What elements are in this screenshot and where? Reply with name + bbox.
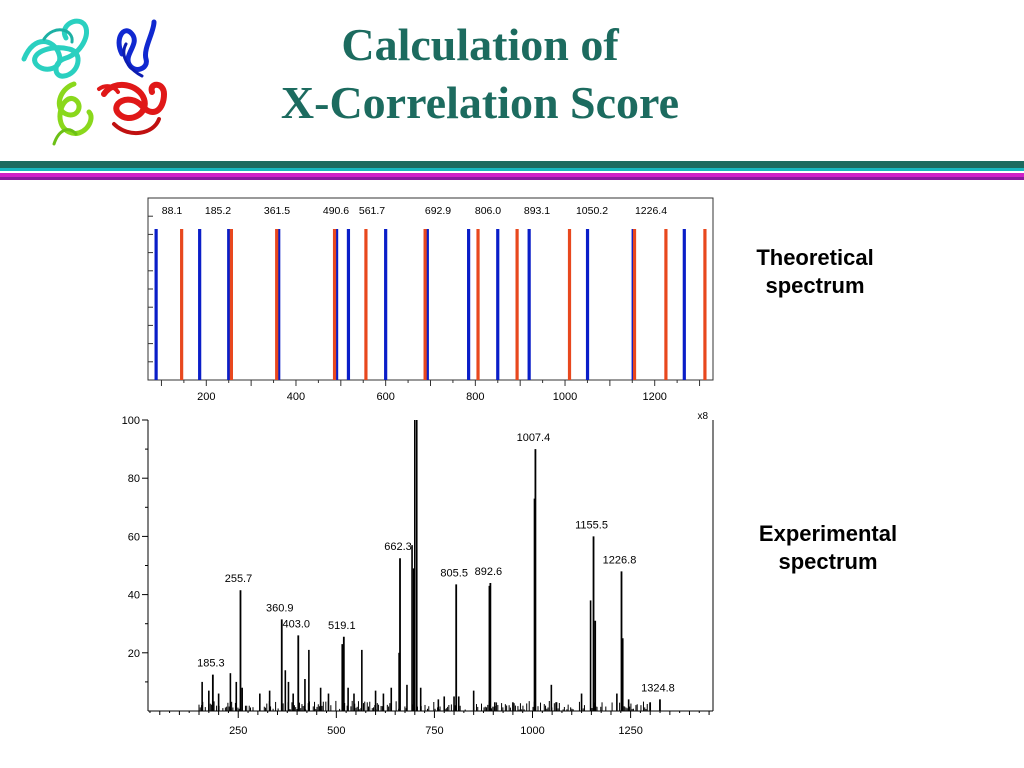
theoretical-y-ion-bar bbox=[664, 229, 668, 380]
theoretical-b-ion-bar bbox=[384, 229, 388, 380]
experimental-x-tick-label: 250 bbox=[229, 725, 247, 737]
theoretical-mass-annotation: 692.9 bbox=[425, 205, 451, 217]
header-rule-magenta bbox=[0, 173, 1024, 177]
theoretical-b-ion-bar bbox=[335, 229, 339, 380]
theoretical-mass-annotation: 490.6 bbox=[323, 205, 349, 217]
experimental-peak-label: 360.9 bbox=[266, 602, 294, 614]
theoretical-spectrum-label: Theoretical spectrum bbox=[730, 244, 900, 300]
theoretical-mass-annotation: 1226.4 bbox=[635, 205, 667, 217]
experimental-x-tick-label: 750 bbox=[425, 725, 443, 737]
header-rule-purple bbox=[0, 177, 1024, 180]
theoretical-mass-annotation: 561.7 bbox=[359, 205, 385, 217]
theoretical-y-ion-bar bbox=[567, 229, 572, 380]
theoretical-x-tick-label: 600 bbox=[376, 391, 394, 403]
theoretical-frame bbox=[147, 197, 714, 381]
theoretical-b-ion-bar bbox=[277, 229, 281, 380]
experimental-peak-label: 1155.5 bbox=[575, 519, 608, 531]
theoretical-b-ion-bar bbox=[585, 229, 590, 380]
experimental-x-tick-label: 500 bbox=[327, 725, 345, 737]
theoretical-y-ion-bar bbox=[180, 229, 184, 380]
experimental-label-line-2: spectrum bbox=[778, 549, 878, 574]
theoretical-label-line-1: Theoretical bbox=[756, 245, 874, 270]
theoretical-y-ion-bar bbox=[515, 229, 519, 380]
experimental-peak-label: 519.1 bbox=[328, 620, 356, 632]
title-line-1: Calculation of bbox=[341, 19, 619, 70]
theoretical-y-ion-bar bbox=[364, 229, 368, 380]
theoretical-b-ion-bar bbox=[154, 229, 158, 380]
experimental-y-tick-label: 20 bbox=[128, 648, 140, 660]
theoretical-y-ion-bar bbox=[332, 229, 337, 380]
header-rule-cyan bbox=[0, 168, 1024, 171]
experimental-spectrum-label: Experimental spectrum bbox=[738, 520, 918, 576]
theoretical-y-ion-bar bbox=[423, 229, 427, 380]
theoretical-mass-annotation: 806.0 bbox=[475, 205, 501, 217]
experimental-peak-label: 403.0 bbox=[283, 618, 311, 630]
header-rule-teal bbox=[0, 161, 1024, 168]
theoretical-mass-annotation: 1050.2 bbox=[576, 205, 608, 217]
experimental-peak-label: 805.5 bbox=[440, 567, 468, 579]
theoretical-b-ion-bar bbox=[467, 229, 471, 380]
theoretical-b-ion-bar bbox=[496, 229, 500, 380]
experimental-peak-label: 1007.4 bbox=[517, 432, 551, 444]
theoretical-b-ion-bar bbox=[198, 229, 202, 380]
theoretical-b-ion-bar bbox=[682, 229, 686, 380]
theoretical-y-ion-bar bbox=[275, 229, 279, 380]
theoretical-b-ion-bar bbox=[425, 229, 429, 380]
experimental-x-tick-label: 1000 bbox=[520, 725, 544, 737]
experimental-y-tick-label: 80 bbox=[128, 473, 140, 485]
experimental-y-tick-label: 40 bbox=[128, 590, 140, 602]
theoretical-b-ion-bar bbox=[527, 229, 531, 380]
slide-title: Calculation of X-Correlation Score bbox=[180, 16, 780, 132]
experimental-peak-label: 662.3 bbox=[384, 541, 412, 553]
experimental-spectrum-chart: 20 40 60 80 100 250 500 750 1000 1250 x8 185.3 255.7… bbox=[122, 411, 714, 737]
experimental-scale-note: x8 bbox=[697, 411, 708, 422]
experimental-peak-label: 1226.8 bbox=[603, 554, 637, 566]
theoretical-y-ion-bar bbox=[476, 229, 480, 380]
theoretical-x-tick-label: 200 bbox=[197, 391, 215, 403]
experimental-y-tick-label: 60 bbox=[128, 531, 140, 543]
theoretical-x-tick-label: 1000 bbox=[553, 391, 577, 403]
experimental-x-tick-label: 1250 bbox=[618, 725, 642, 737]
theoretical-y-ion-bar bbox=[703, 229, 707, 380]
theoretical-y-ion-bar bbox=[229, 229, 234, 380]
theoretical-mass-annotation: 361.5 bbox=[264, 205, 290, 217]
theoretical-spectrum-chart: 200 400 600 800 1000 1200 88.1 185.2 361.5 490.6 5… bbox=[147, 197, 714, 403]
theoretical-label-line-2: spectrum bbox=[765, 273, 865, 298]
theoretical-x-tick-label: 1200 bbox=[642, 391, 666, 403]
theoretical-x-tick-label: 800 bbox=[466, 391, 484, 403]
experimental-peak-label: 255.7 bbox=[225, 573, 253, 585]
theoretical-y-ion-bar bbox=[632, 229, 637, 380]
theoretical-mass-annotation: 88.1 bbox=[162, 205, 183, 217]
theoretical-x-tick-label: 400 bbox=[287, 391, 305, 403]
experimental-y-tick-label: 100 bbox=[122, 415, 140, 427]
theoretical-mass-annotation: 893.1 bbox=[524, 205, 550, 217]
experimental-peak-label: 1324.8 bbox=[641, 682, 675, 694]
experimental-peak-label: 892.6 bbox=[475, 566, 503, 578]
theoretical-b-ion-bar bbox=[346, 229, 351, 380]
title-line-2: X-Correlation Score bbox=[280, 77, 680, 128]
experimental-peak-label: 185.3 bbox=[197, 658, 225, 670]
theoretical-mass-annotation: 185.2 bbox=[205, 205, 231, 217]
theoretical-b-ion-bar bbox=[227, 229, 231, 380]
experimental-label-line-1: Experimental bbox=[758, 521, 898, 546]
protein-structure-logo bbox=[21, 18, 167, 146]
